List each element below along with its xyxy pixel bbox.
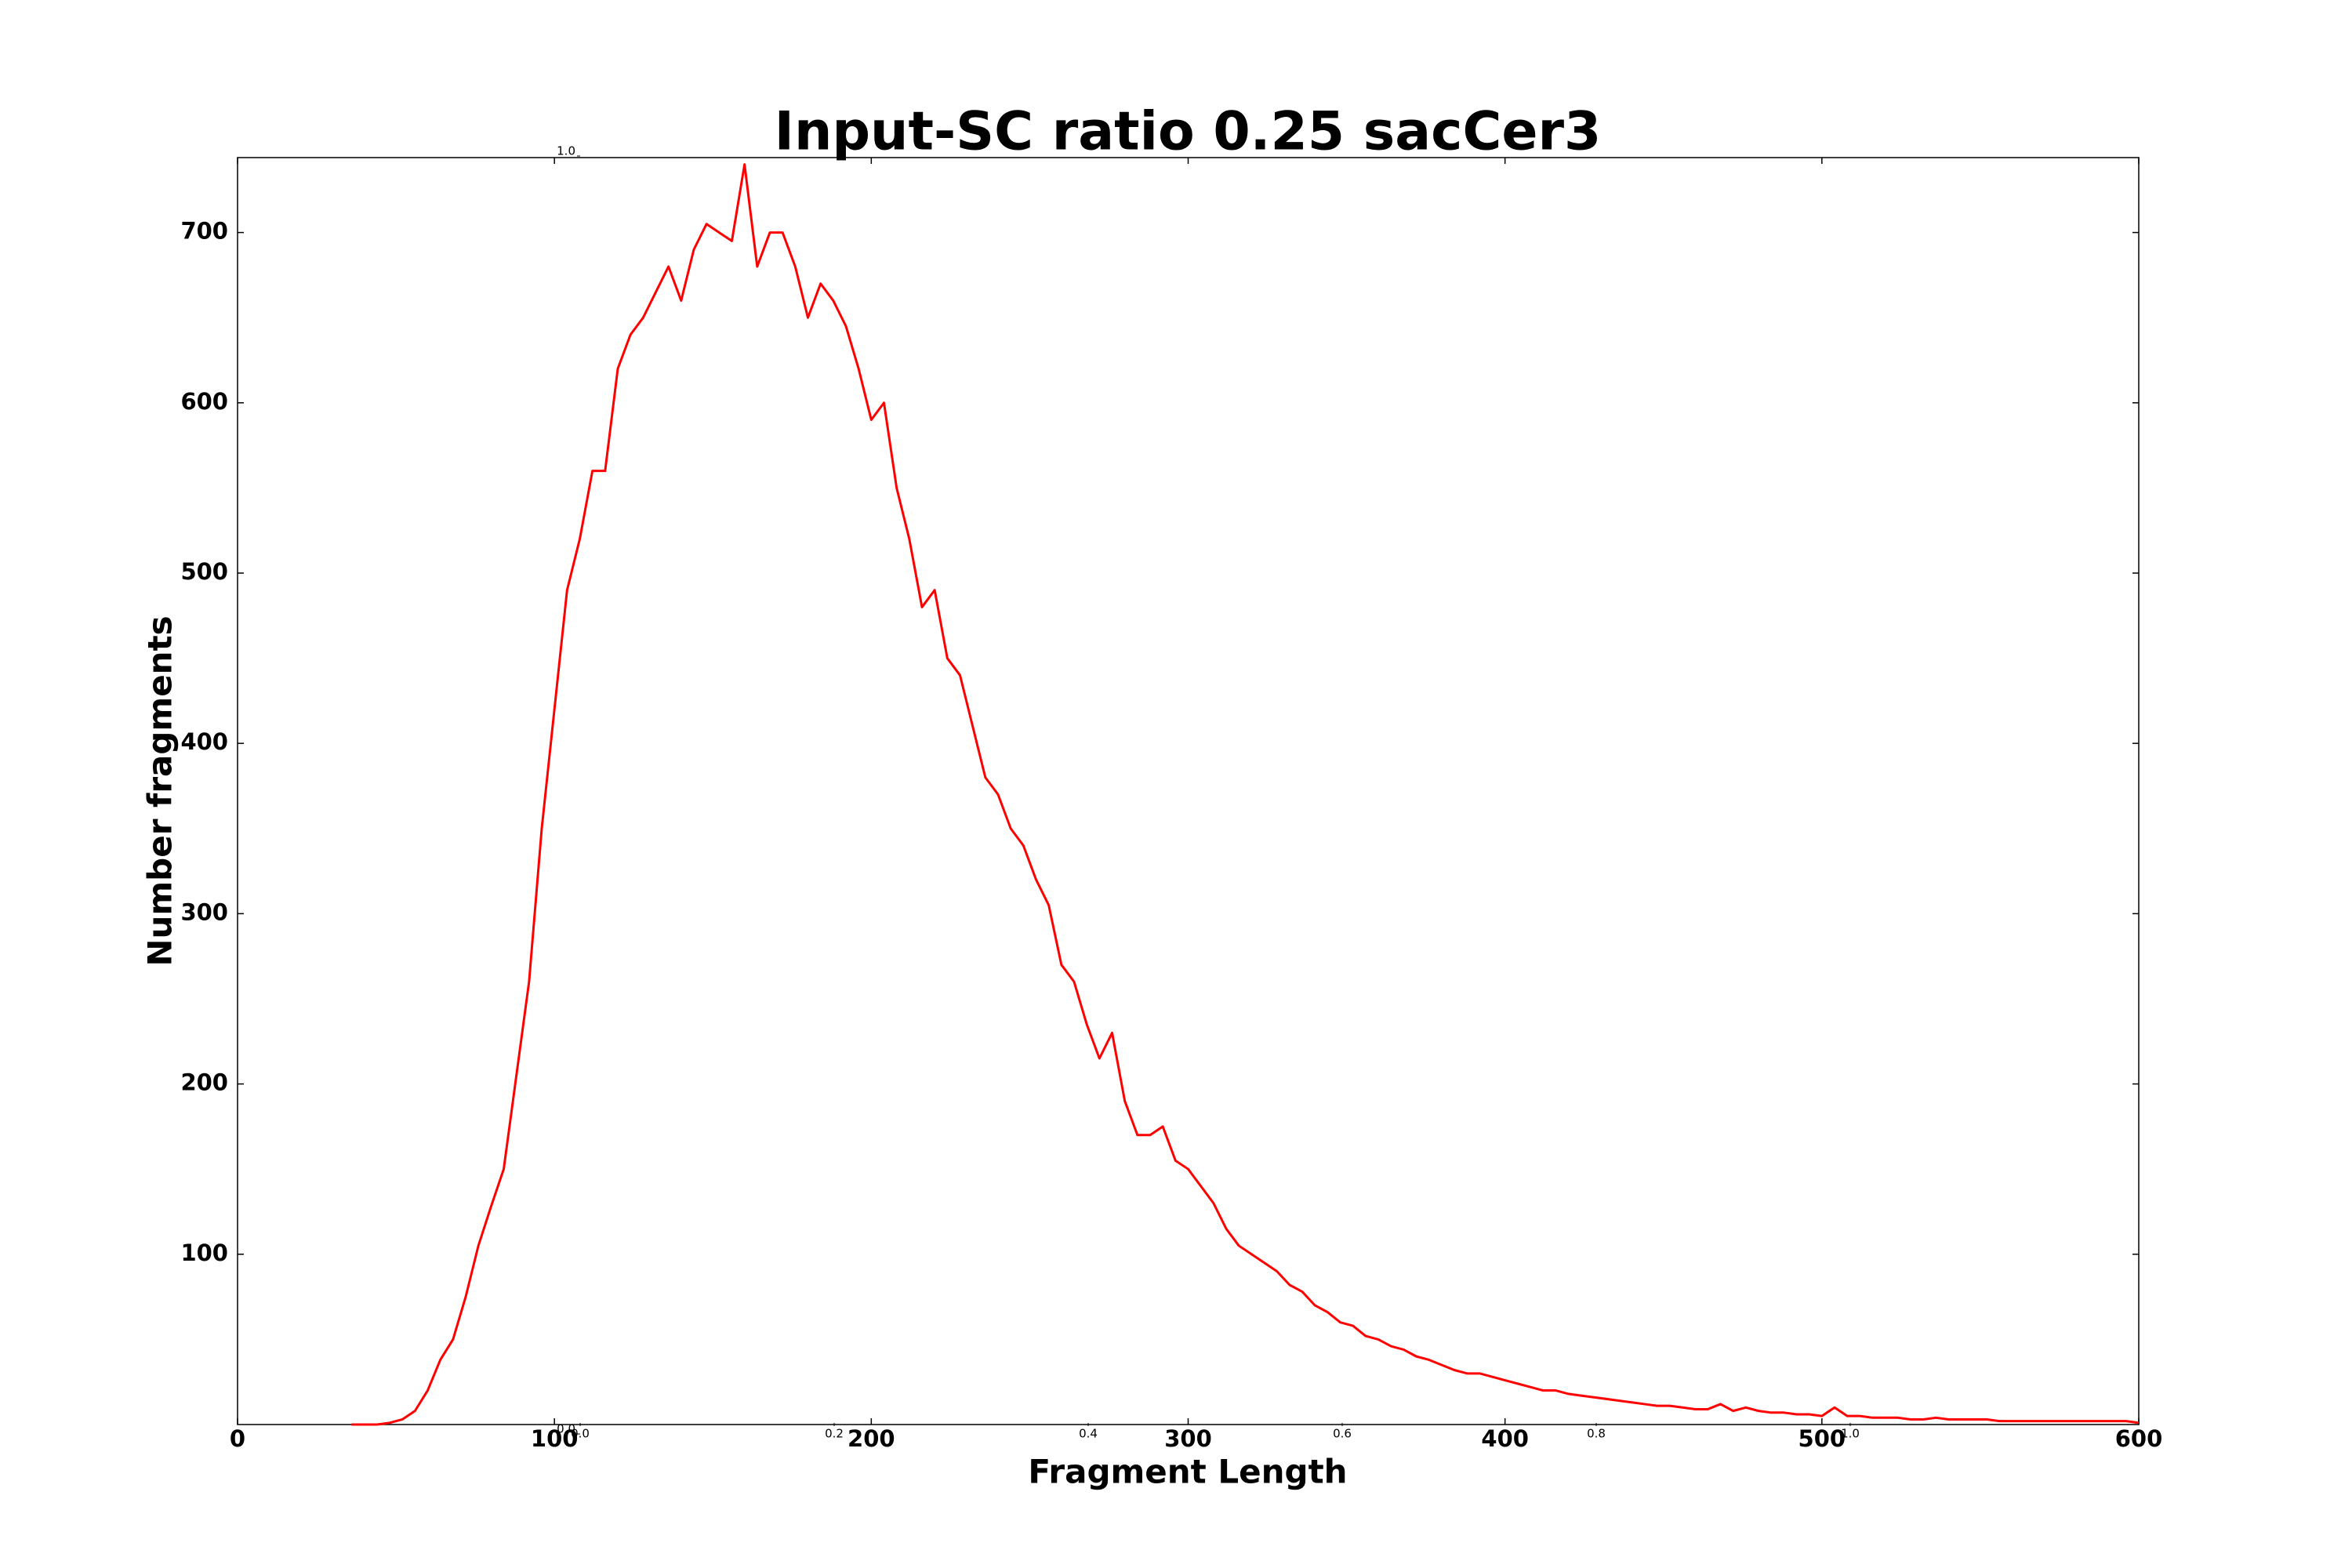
- y-tick-label: 200: [180, 1069, 228, 1096]
- x-tick-label: 600: [2115, 1425, 2163, 1452]
- x-tick-label: 200: [848, 1425, 895, 1452]
- x-tick-label: 500: [1798, 1425, 1846, 1452]
- y-tick-label: 600: [180, 388, 228, 415]
- overlay-x-tick-label: 0.4: [1079, 1427, 1098, 1441]
- y-tick-label: 700: [180, 218, 228, 245]
- data-line: [351, 163, 2140, 1426]
- overlay-x-tick-label: 1.0: [1841, 1427, 1860, 1441]
- y-axis-label: Number fragments: [141, 615, 180, 966]
- y-tick-label: 400: [180, 728, 228, 755]
- overlay-y-tick-label: 1.0: [557, 144, 575, 158]
- overlay-x-tick-label: 0.8: [1587, 1427, 1606, 1441]
- overlay-y-tick-label: 0.0: [557, 1422, 575, 1436]
- x-axis-label: Fragment Length: [1028, 1453, 1347, 1491]
- x-tick-label: 100: [531, 1425, 579, 1452]
- x-tick-label: 400: [1481, 1425, 1529, 1452]
- y-tick-label: 300: [180, 898, 228, 925]
- y-tick-label: 500: [180, 558, 228, 585]
- x-tick-label: 300: [1164, 1425, 1212, 1452]
- overlay-x-tick-label: 0.2: [825, 1427, 844, 1441]
- chart-title: Input-SC ratio 0.25 sacCer3: [775, 101, 1602, 163]
- overlay-x-tick-label: 0.6: [1333, 1427, 1352, 1441]
- y-tick-label: 100: [180, 1240, 228, 1266]
- x-tick-label: 0: [230, 1425, 245, 1452]
